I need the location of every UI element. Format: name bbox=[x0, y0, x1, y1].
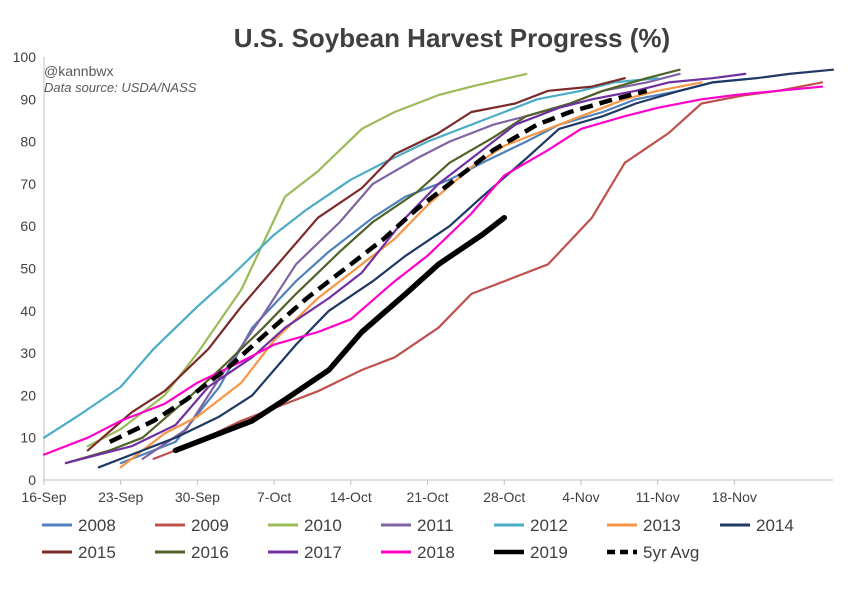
legend-label: 2018 bbox=[417, 543, 455, 562]
series-line-2017 bbox=[64, 72, 747, 465]
legend-label: 2014 bbox=[756, 516, 794, 535]
x-tick-label: 28-Oct bbox=[483, 489, 525, 505]
y-tick-label: 80 bbox=[20, 134, 36, 150]
series-line-2015 bbox=[86, 77, 626, 452]
series-line-2012 bbox=[42, 77, 659, 439]
chart-title: U.S. Soybean Harvest Progress (%) bbox=[234, 23, 670, 53]
legend-label: 2010 bbox=[304, 516, 342, 535]
series-line-2018 bbox=[42, 85, 824, 456]
series-line-2016 bbox=[64, 68, 681, 465]
y-tick-label: 70 bbox=[20, 176, 36, 192]
y-tick-label: 90 bbox=[20, 91, 36, 107]
series-line-2014 bbox=[97, 68, 835, 469]
y-tick-label: 40 bbox=[20, 303, 36, 319]
series-line-2008 bbox=[119, 77, 758, 465]
y-tick-label: 100 bbox=[13, 49, 37, 65]
axes: 0 10 20 30 40 50 60 70 80 90 100 16-Sep 23-Sep 30-Sep… bbox=[13, 49, 833, 505]
series-line-2009 bbox=[152, 81, 824, 460]
x-tick-label: 21-Oct bbox=[407, 489, 449, 505]
legend-label: 2016 bbox=[191, 543, 229, 562]
x-tick-label: 16-Sep bbox=[21, 489, 66, 505]
series-lines bbox=[42, 68, 835, 469]
legend-label: 2013 bbox=[643, 516, 681, 535]
legend-label: 2012 bbox=[530, 516, 568, 535]
author-handle: @kannbwx bbox=[44, 63, 113, 79]
x-tick-label: 7-Oct bbox=[257, 489, 291, 505]
legend-label: 2015 bbox=[78, 543, 116, 562]
series-line-5yr-avg bbox=[108, 88, 648, 444]
legend-label: 5yr Avg bbox=[643, 543, 699, 562]
legend-label: 2017 bbox=[304, 543, 342, 562]
y-tick-label: 60 bbox=[20, 218, 36, 234]
x-tick-label: 4-Nov bbox=[562, 489, 599, 505]
legend-label: 2011 bbox=[417, 516, 454, 535]
x-tick-label: 18-Nov bbox=[712, 489, 757, 505]
legend-label: 2008 bbox=[78, 516, 116, 535]
series-line-2011 bbox=[141, 72, 681, 460]
legend-label: 2009 bbox=[191, 516, 229, 535]
x-tick-label: 30-Sep bbox=[175, 489, 220, 505]
y-tick-label: 30 bbox=[20, 345, 36, 361]
series-line-2010 bbox=[86, 72, 528, 448]
series-line-2013 bbox=[119, 81, 703, 469]
x-tick-label: 23-Sep bbox=[98, 489, 143, 505]
x-tick-label: 14-Oct bbox=[330, 489, 372, 505]
legend: 2008 2009 2010 2011 2012 2013 2014 2015 2016 2017… bbox=[42, 516, 794, 562]
y-tick-label: 10 bbox=[20, 430, 36, 446]
data-source-note: Data source: USDA/NASS bbox=[44, 80, 197, 95]
y-tick-label: 20 bbox=[20, 387, 36, 403]
y-tick-label: 50 bbox=[20, 261, 36, 277]
legend-label: 2019 bbox=[530, 543, 568, 562]
x-tick-label: 11-Nov bbox=[636, 489, 680, 505]
series-line-2019 bbox=[172, 214, 508, 454]
y-tick-label: 0 bbox=[28, 472, 36, 488]
